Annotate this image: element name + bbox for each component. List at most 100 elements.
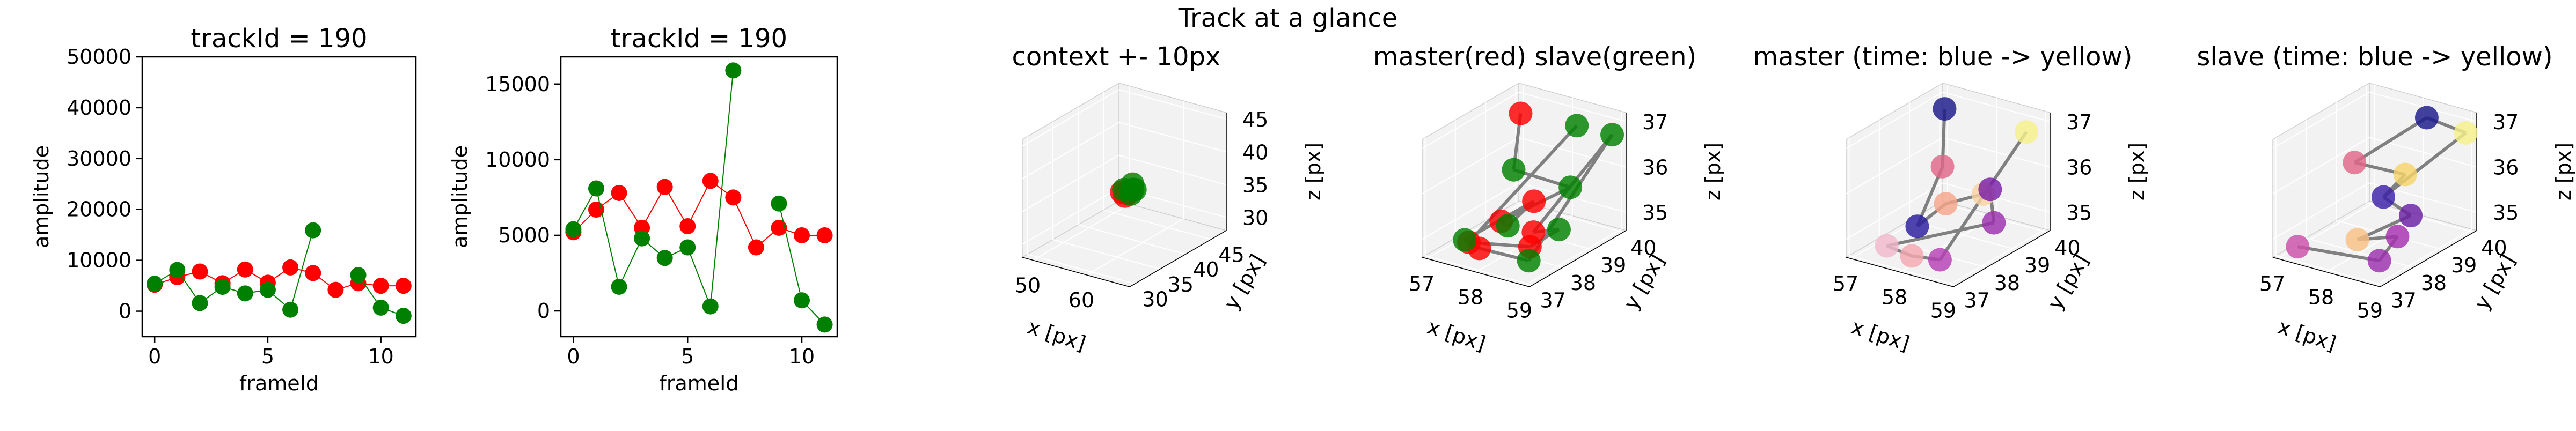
data-point xyxy=(214,278,231,295)
data-point xyxy=(305,265,321,281)
grid-line xyxy=(2375,228,2472,286)
side-pane xyxy=(2272,82,2370,258)
data-point xyxy=(1517,249,1541,273)
data-point xyxy=(1933,97,1957,121)
y-tick-label: 37 xyxy=(1964,289,1989,313)
grid-line xyxy=(1849,255,1957,286)
x-tick-label: 10 xyxy=(789,345,815,368)
grid-line xyxy=(1850,202,1948,259)
y-tick-label: 37 xyxy=(2390,289,2416,313)
grid-line xyxy=(1422,137,1519,195)
grid-line xyxy=(1022,187,1119,245)
z-axis-label: z [px] xyxy=(2125,143,2149,200)
grid-line xyxy=(1103,209,1211,240)
data-point xyxy=(565,221,582,237)
grid-line xyxy=(1942,91,2051,122)
y-tick-label: 38 xyxy=(1994,271,2020,295)
data-point xyxy=(305,222,321,239)
subplot-1: trackId = 190 0 5 10 0 5000 10000 15000 frameId a… xyxy=(448,24,838,395)
data-point xyxy=(2014,120,2038,144)
x-tick-label: 59 xyxy=(1930,299,1956,323)
data-point xyxy=(1502,158,1526,182)
data-point xyxy=(1600,123,1624,147)
grid-line xyxy=(1425,255,1533,286)
z-tick-label: 36 xyxy=(2066,156,2092,180)
data-point xyxy=(588,180,604,197)
data-point xyxy=(611,278,627,295)
x-tick-label: 57 xyxy=(1833,272,1858,296)
plot-area xyxy=(560,56,838,338)
y-tick-label: 40000 xyxy=(67,96,131,120)
grid-line xyxy=(1846,137,1943,195)
y-tick-label: 40 xyxy=(1193,258,1219,281)
x-tick-label: 59 xyxy=(1506,299,1532,323)
z-tick-label: 36 xyxy=(2493,156,2519,180)
x-tick-label: 5 xyxy=(681,345,694,368)
x-axis-label: frameId xyxy=(239,371,319,395)
x-axis-line xyxy=(2272,257,2381,287)
grid-line xyxy=(2272,92,2370,149)
grid-line xyxy=(1846,92,1943,149)
data-point xyxy=(2393,162,2417,187)
x-tick-label: 5 xyxy=(261,345,274,368)
grid-line xyxy=(1086,218,1184,276)
data-point xyxy=(794,227,810,243)
y-axis-label: y [px] xyxy=(2470,250,2520,314)
data-point xyxy=(725,62,742,79)
data-point xyxy=(1930,154,1955,179)
trajectory-segment xyxy=(1467,124,1578,244)
data-point xyxy=(1978,177,2002,202)
y-tick-label: 39 xyxy=(1600,254,1626,277)
trajectory-segment xyxy=(2382,131,2467,198)
trajectory-segment xyxy=(1886,221,1994,248)
y-tick-label: 5000 xyxy=(498,224,550,247)
z-axis-label: z [px] xyxy=(1701,143,1725,200)
data-point xyxy=(771,195,787,212)
z-tick-label: 37 xyxy=(2066,110,2092,134)
data-point xyxy=(372,278,389,294)
data-point xyxy=(2286,235,2310,259)
data-point xyxy=(1496,214,1520,238)
grid-line xyxy=(2306,237,2414,268)
y-tick-label: 10000 xyxy=(67,249,131,272)
y-tick-label: 35 xyxy=(1168,273,1194,296)
grid-line xyxy=(2272,137,2370,195)
y-axis-line xyxy=(2380,230,2477,287)
grid-line xyxy=(1022,89,1119,147)
subplot-title: master (time: blue -> yellow) xyxy=(1753,42,2133,72)
grid-line xyxy=(1033,203,1130,261)
data-point xyxy=(237,261,253,278)
data-point xyxy=(748,239,764,256)
data-point xyxy=(169,262,186,278)
grid-line xyxy=(1524,228,1622,286)
x-tick-label: 57 xyxy=(1409,272,1435,296)
data-point xyxy=(2385,225,2410,249)
data-point xyxy=(282,259,299,276)
x-axis-label: x [px] xyxy=(1025,315,1089,355)
data-point xyxy=(1123,177,1147,202)
y-tick-label: 50000 xyxy=(67,45,131,69)
y-axis-label: amplitude xyxy=(448,145,472,248)
x-axis-line xyxy=(1846,257,1954,287)
x-tick-label: 0 xyxy=(148,345,161,368)
data-point xyxy=(2454,121,2478,145)
data-point xyxy=(192,295,208,311)
y-tick-label: 38 xyxy=(1570,271,1596,295)
data-point xyxy=(282,301,299,318)
figure-title: Track at a glance xyxy=(1178,3,1398,33)
grid-line xyxy=(2272,182,2370,240)
data-point xyxy=(816,316,833,333)
x-tick-label: 58 xyxy=(1458,286,1483,309)
y-tick-label: 40 xyxy=(1630,236,1656,259)
data-point xyxy=(816,227,833,243)
y-tick-label: 15000 xyxy=(485,72,550,96)
data-point xyxy=(1905,214,1929,239)
grid-line xyxy=(2275,255,2383,286)
z-tick-label: 37 xyxy=(2493,110,2519,134)
trajectory-segment xyxy=(2297,245,2380,263)
